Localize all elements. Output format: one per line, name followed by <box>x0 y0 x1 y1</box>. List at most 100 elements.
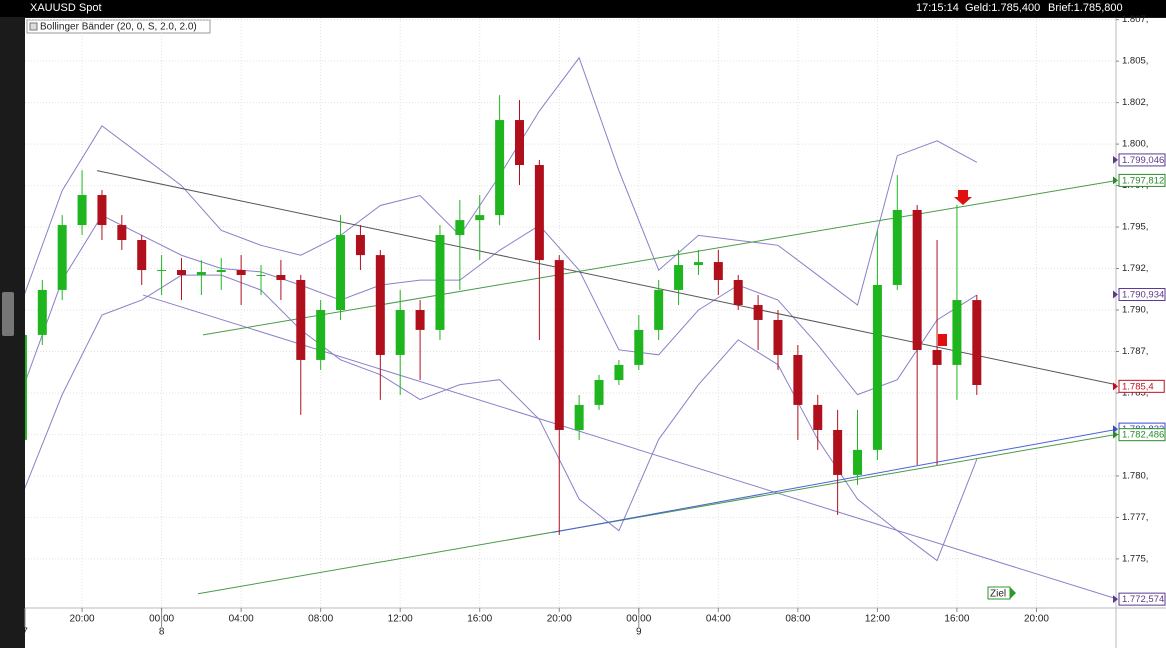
candle-body <box>37 289 47 335</box>
candle-body <box>674 265 684 290</box>
candle-body <box>415 310 425 330</box>
price-tag-pointer <box>1113 176 1118 185</box>
price-tag-pointer <box>1113 382 1118 391</box>
plot-area <box>25 18 1166 648</box>
y-tick-label: 1.805, <box>1122 56 1148 67</box>
price-tag-pointer <box>1113 155 1118 164</box>
candle-body <box>654 289 664 330</box>
panel-handle[interactable] <box>2 292 14 336</box>
day-label: 7 <box>22 627 28 638</box>
chart-title: XAUUSD Spot <box>30 2 102 14</box>
trend-line <box>202 180 1116 336</box>
x-tick-label: 16:00 <box>467 614 492 625</box>
candle-body <box>97 195 107 226</box>
price-tag-box <box>1118 379 1165 393</box>
trend-line <box>552 428 1116 533</box>
price-tag-label: 1.772,574 <box>1122 594 1164 605</box>
price-tag-label: 1.790,934 <box>1122 290 1164 301</box>
candle-body <box>176 270 186 276</box>
x-tick-label: 04:00 <box>706 614 731 625</box>
price-tag-pointer <box>1113 430 1118 439</box>
candle-body <box>733 279 743 306</box>
y-tick-label: 1.795, <box>1122 222 1148 233</box>
price-tag-pointer <box>1113 425 1118 434</box>
candle-body <box>316 310 326 360</box>
candle-body <box>196 272 206 276</box>
price-tag-label: 1.799,046 <box>1122 155 1164 166</box>
price-tag-box <box>1118 153 1166 167</box>
candle-body <box>534 165 544 261</box>
target-label: Ziel <box>990 589 1006 600</box>
candle-body <box>395 310 405 355</box>
candle-body <box>853 449 863 475</box>
y-tick-label: 1.775, <box>1122 553 1148 564</box>
candle-body <box>216 270 226 273</box>
price-tag-label: 1.782,486 <box>1122 430 1164 441</box>
trend-line <box>96 170 1116 386</box>
candle-body <box>25 334 27 440</box>
x-tick-label: 12:00 <box>388 614 413 625</box>
time: 17:15:14 <box>916 2 959 14</box>
y-tick-label: 1.802, <box>1122 97 1148 108</box>
candle-body <box>336 235 346 311</box>
day-label: 9 <box>636 627 642 638</box>
candle-body <box>355 235 365 256</box>
x-tick-label: 20:00 <box>1024 614 1049 625</box>
y-tick-label: 1.790, <box>1122 305 1148 316</box>
x-tick-label: 20:00 <box>70 614 95 625</box>
bollinger-middle <box>25 214 978 396</box>
candle-body <box>753 305 763 320</box>
candle-body <box>455 220 465 236</box>
y-tick-label: 1.777, <box>1122 512 1148 523</box>
y-tick-label: 1.807, <box>1122 14 1148 25</box>
candle-body <box>773 319 783 355</box>
candle-body <box>952 300 962 365</box>
plot <box>25 18 1116 607</box>
candle-body <box>833 429 843 475</box>
price-tag-box <box>1118 428 1166 442</box>
x-tick-label: 20:00 <box>547 614 572 625</box>
bid: Geld:1.785,400 <box>965 2 1040 14</box>
price-tag-box <box>1118 592 1166 606</box>
price-tag-label: 1.797,812 <box>1122 175 1164 186</box>
candle-body <box>514 120 524 166</box>
candle-body <box>57 225 67 290</box>
y-tick-label: 1.780, <box>1122 470 1148 481</box>
ask: Brief:1.785,800 <box>1048 2 1123 14</box>
y-tick-label: 1.792, <box>1122 263 1148 274</box>
candle-body <box>296 279 306 360</box>
candle-body <box>872 284 882 450</box>
candle-body <box>375 255 385 355</box>
y-tick-label: 1.800, <box>1122 139 1148 150</box>
candle-body <box>594 380 604 405</box>
candle-body <box>614 364 624 381</box>
price-tag-pointer <box>1113 595 1118 604</box>
candle-body <box>813 404 823 430</box>
candle-body <box>236 270 246 276</box>
candle-body <box>495 120 505 216</box>
header-bar <box>0 0 1166 17</box>
candle-body <box>276 275 286 280</box>
price-tag-box <box>1118 173 1166 187</box>
day-label: 8 <box>159 627 165 638</box>
candle-body <box>634 329 644 365</box>
candle-body <box>793 354 803 405</box>
trend-line <box>197 433 1116 595</box>
x-tick-label: 12:00 <box>865 614 890 625</box>
candle-body <box>892 209 902 285</box>
candle-body <box>117 225 127 240</box>
legend-icon <box>29 22 38 31</box>
candle-body <box>77 195 87 226</box>
candle-body <box>554 260 564 430</box>
signal-arrow <box>954 190 972 205</box>
signal-marker <box>938 334 947 346</box>
candle-body <box>157 270 167 272</box>
x-tick-label: 08:00 <box>308 614 333 625</box>
y-tick-label: 1.787, <box>1122 346 1148 357</box>
x-tick-label: 08:00 <box>785 614 810 625</box>
indicator-label: Bollinger Bänder (20, 0, S, 2.0, 2.0) <box>40 22 197 33</box>
price-tag-box <box>1118 288 1166 302</box>
candle-body <box>435 235 445 330</box>
